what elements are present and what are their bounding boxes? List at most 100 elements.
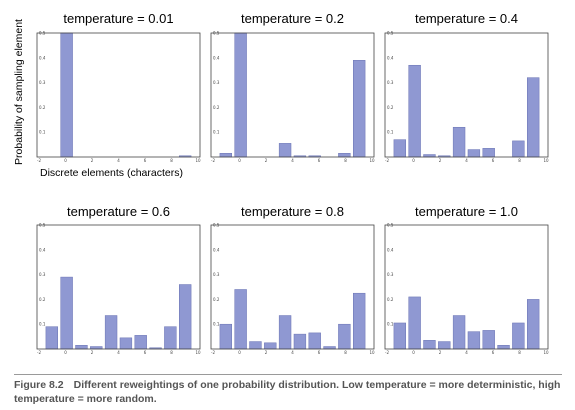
bar-element-9: [527, 77, 540, 158]
x-tick-label: 2: [265, 350, 268, 355]
chart-title: temperature = 1.0: [415, 204, 518, 219]
bar-element-0: [219, 323, 232, 350]
chart-panel-1: temperature = 0.01 0.1 0.2 0.3 0.4 0.5 -2 0 2 4 6 8…: [36, 11, 201, 163]
y-tick-label: 0.5: [39, 31, 46, 36]
bar-element-4: [278, 143, 292, 158]
bar-element-3: [264, 342, 277, 350]
x-tick-label: 4: [117, 350, 120, 355]
x-tick-label: 6: [144, 350, 147, 355]
y-tick-label: 0.1: [387, 130, 394, 135]
y-tick-label: 0.1: [387, 322, 394, 327]
bar-element-0: [45, 326, 58, 350]
x-tick-label: 8: [518, 158, 521, 163]
bar-element-7: [497, 345, 510, 350]
chart-panel-5: temperature = 0.8 0.1 0.2 0.3 0.4 0.5 -2 0 2 4 6 8 1…: [210, 204, 375, 355]
y-tick-label: 0.2: [213, 297, 220, 302]
y-tick-label: 0.1: [213, 130, 220, 135]
chart-title: temperature = 0.4: [415, 11, 518, 26]
bar-element-0: [393, 322, 406, 350]
x-tick-label: 4: [291, 350, 294, 355]
x-tick-label: 10: [543, 158, 549, 163]
bar-element-8: [512, 322, 525, 350]
y-tick-label: 0.4: [387, 247, 394, 252]
x-tick-label: -2: [385, 158, 389, 163]
x-tick-label: 8: [170, 158, 173, 163]
y-tick-label: 0.5: [39, 223, 46, 228]
y-tick-label: 0.2: [387, 105, 394, 110]
bar-element-6: [482, 330, 495, 350]
x-tick-label: 6: [318, 350, 321, 355]
plot-frame: [36, 224, 201, 350]
y-tick-label: 0.4: [213, 247, 220, 252]
bar-element-4: [452, 126, 466, 158]
charts-layer: temperature = 0.01 0.1 0.2 0.3 0.4 0.5 -2 0 2 4 6 8…: [36, 11, 549, 355]
y-tick-label: 0.2: [387, 297, 394, 302]
y-tick-label: 0.4: [39, 247, 46, 252]
x-tick-label: 2: [439, 158, 442, 163]
bar-element-4: [452, 315, 466, 350]
bar-element-5: [119, 337, 133, 350]
y-tick-label: 0.5: [213, 31, 220, 36]
x-axis-label: Discrete elements (characters): [40, 167, 183, 179]
chart-panel-6: temperature = 1.0 0.1 0.2 0.3 0.4 0.5 -2 0 2 4 6 8 1…: [384, 204, 549, 355]
y-tick-label: 0.1: [39, 130, 46, 135]
x-tick-label: 0: [238, 158, 241, 163]
bar-element-1: [234, 32, 247, 158]
chart-panel-2: temperature = 0.2 0.1 0.2 0.3 0.4 0.5 -2 0 2 4 6 8 1…: [210, 11, 375, 163]
bar-element-4: [104, 315, 118, 350]
y-tick-label: 0.5: [387, 31, 394, 36]
x-tick-label: -2: [37, 350, 41, 355]
x-tick-label: 2: [91, 350, 94, 355]
figure-grid: temperature = 0.01 0.1 0.2 0.3 0.4 0.5 -2 0 2 4 6 8…: [13, 11, 549, 355]
x-tick-label: 8: [344, 158, 347, 163]
x-tick-label: 10: [195, 350, 201, 355]
bar-element-5: [467, 149, 481, 158]
bar-element-8: [338, 153, 351, 158]
y-tick-label: 0.2: [39, 105, 46, 110]
plot-frame: [384, 224, 549, 350]
x-tick-label: 6: [144, 158, 147, 163]
x-tick-label: 8: [518, 350, 521, 355]
bar-element-9: [353, 60, 366, 158]
bar-element-3: [438, 341, 451, 350]
bar-element-9: [527, 299, 540, 350]
bar-element-6: [308, 332, 321, 350]
x-tick-label: 6: [492, 350, 495, 355]
bar-element-8: [164, 326, 177, 350]
y-tick-label: 0.4: [213, 55, 220, 60]
plot-frame: [36, 32, 201, 158]
y-tick-label: 0.3: [213, 80, 220, 85]
bar-element-6: [482, 148, 495, 158]
bar-element-1: [408, 64, 421, 158]
bar-element-0: [219, 153, 232, 158]
figure-number: Figure 8.2: [14, 379, 64, 391]
chart-title: temperature = 0.8: [241, 204, 344, 219]
caption-text: Different reweightings of one probabilit…: [14, 379, 561, 405]
y-tick-label: 0.3: [39, 272, 46, 277]
bar-element-1: [234, 289, 247, 350]
bar-element-4: [278, 315, 292, 350]
y-tick-label: 0.3: [387, 80, 394, 85]
bar-element-5: [293, 333, 307, 350]
y-tick-label: 0.2: [213, 105, 220, 110]
bar-element-0: [393, 139, 406, 158]
x-tick-label: 2: [439, 350, 442, 355]
x-tick-label: 10: [369, 350, 375, 355]
plot-frame: [384, 32, 549, 158]
bar-element-1: [60, 32, 73, 158]
x-tick-label: 4: [465, 158, 468, 163]
y-tick-label: 0.3: [387, 272, 394, 277]
chart-title: temperature = 0.2: [241, 11, 344, 26]
y-tick-label: 0.4: [39, 55, 46, 60]
bar-element-8: [338, 323, 351, 350]
x-tick-label: -2: [211, 350, 215, 355]
x-tick-label: 8: [344, 350, 347, 355]
x-tick-label: 0: [412, 158, 415, 163]
chart-title: temperature = 0.01: [63, 11, 173, 26]
x-tick-label: 0: [64, 350, 67, 355]
bar-element-6: [134, 335, 147, 350]
chart-title: temperature = 0.6: [67, 204, 170, 219]
x-tick-label: 6: [318, 158, 321, 163]
x-tick-label: 10: [369, 158, 375, 163]
x-tick-label: 8: [170, 350, 173, 355]
